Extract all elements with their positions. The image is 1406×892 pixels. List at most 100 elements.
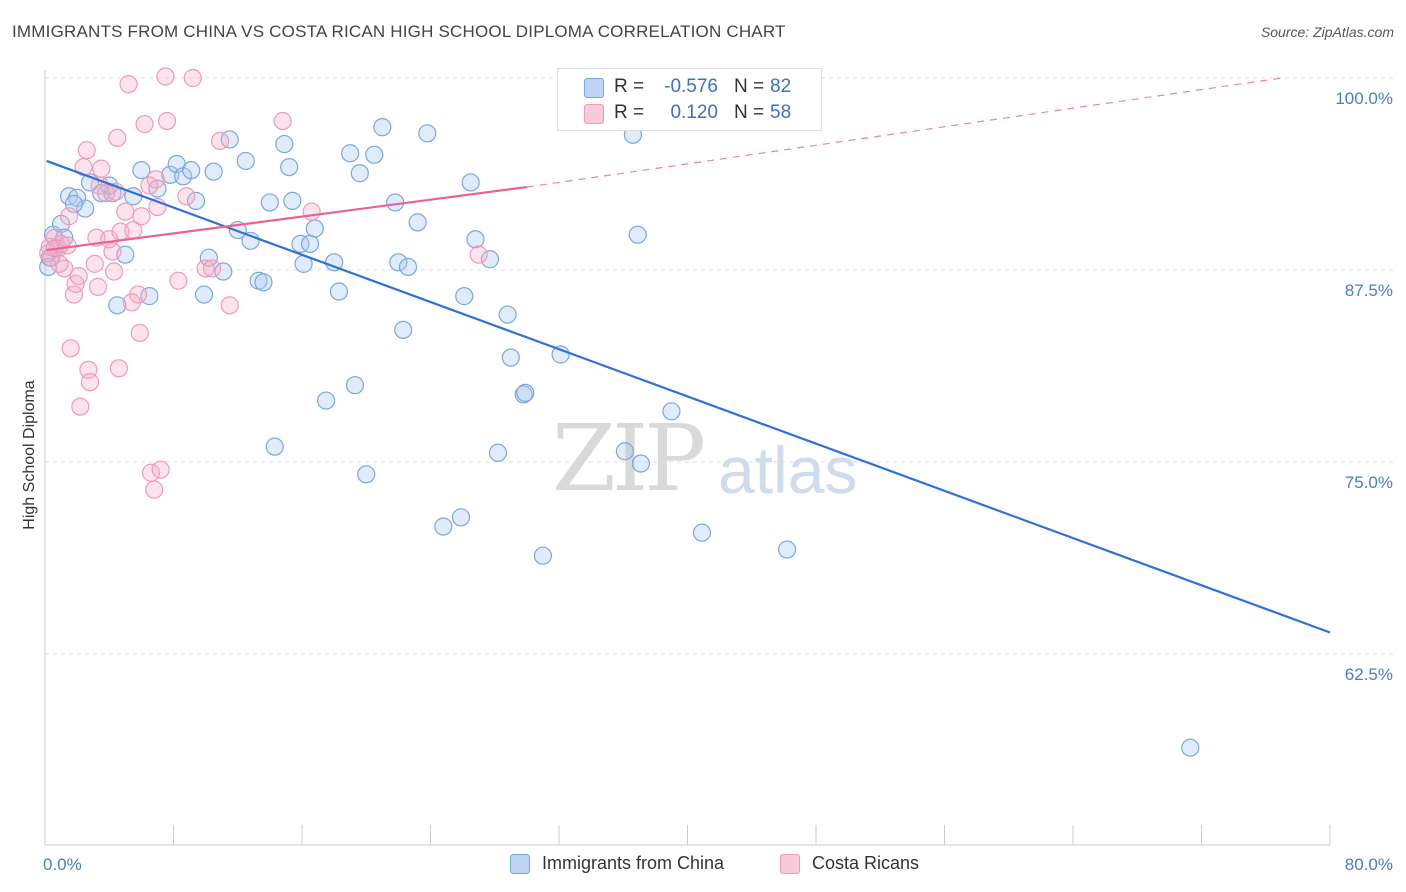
costa-rica-point (183, 68, 202, 88)
y-tick-label: 87.5% (1345, 281, 1393, 300)
data-points (39, 67, 1200, 757)
china-point (186, 191, 206, 210)
costa-rica-point (130, 323, 149, 343)
china-point (365, 145, 384, 164)
costa-rica-point (108, 128, 127, 148)
china-point (1181, 738, 1200, 757)
y-tick-label: 100.0% (1335, 89, 1393, 108)
costa-rica-point (273, 111, 292, 131)
costa-rica-point (61, 339, 80, 358)
china-point (631, 454, 651, 473)
china-point (389, 253, 408, 272)
y-tick-label: 62.5% (1345, 665, 1393, 684)
china-point (398, 257, 418, 277)
costa-rica-trend-extension (526, 77, 1282, 188)
costa-rica-point (50, 254, 69, 273)
costa-rica-point (69, 267, 88, 286)
legend-n-label: N = (734, 76, 765, 97)
china-point (236, 151, 255, 171)
china-point (194, 285, 214, 304)
costa-rica-point (122, 293, 141, 312)
china-point (533, 546, 553, 565)
legend-n-label: N = (734, 102, 765, 123)
costa-rica-point (80, 373, 100, 392)
china-point (291, 234, 310, 253)
china-point (662, 402, 681, 421)
china-point (265, 437, 284, 456)
tick-labels: 62.5% 75.0% 87.5% 100.0% 0.0% 80.0% (43, 89, 1393, 874)
costa-rica-point (210, 131, 230, 151)
china-point (260, 193, 279, 212)
legend-r-value-costa-rica: 0.120 (670, 102, 718, 123)
china-point (408, 213, 427, 232)
costa-rica-point (145, 480, 164, 499)
costa-rica-point (40, 237, 59, 257)
china-point (182, 161, 201, 180)
trend-lines (46, 77, 1331, 634)
china-point (275, 134, 294, 154)
china-point (777, 540, 797, 559)
china-point (498, 305, 517, 324)
costa-rica-point (135, 114, 154, 134)
costa-rica-point (302, 202, 321, 221)
chart-title: IMMIGRANTS FROM CHINA VS COSTA RICAN HIG… (12, 22, 786, 41)
costa-rica-point (88, 277, 108, 296)
china-point (254, 273, 273, 292)
legend-row-china: R = -0.576 N = 82 (558, 75, 821, 101)
source-label: Source: ZipAtlas.com (1260, 24, 1394, 40)
china-point (108, 296, 127, 315)
costa-rica-legend-label: Costa Ricans (812, 853, 920, 873)
y-tick-label: 75.0% (1345, 473, 1393, 492)
china-point (373, 118, 392, 137)
stats-legend: R = -0.576 N = 82 R = 0.120 N = 58 (557, 68, 822, 131)
china-point (280, 157, 299, 177)
legend-r-value-china: -0.576 (664, 76, 718, 97)
china-legend-label: Immigrants from China (542, 853, 725, 873)
china-point (345, 376, 365, 395)
china-point (386, 193, 405, 212)
costa-rica-point (103, 242, 122, 261)
china-point (199, 248, 218, 267)
costa-rica-point (59, 207, 79, 226)
costa-rica-point (196, 259, 215, 278)
china-point (132, 161, 151, 180)
watermark-atlas: atlas (718, 433, 858, 507)
china-point (466, 230, 485, 249)
china-point (418, 124, 437, 143)
china-point (434, 517, 453, 536)
china-point (316, 391, 336, 410)
costa-rica-point (151, 460, 170, 479)
costa-rica-point (92, 159, 111, 178)
china-point (214, 262, 233, 281)
china-point (394, 320, 413, 340)
china-point (501, 348, 520, 367)
china-point (357, 465, 376, 484)
china-point (516, 383, 535, 402)
costa-rica-point (104, 262, 124, 281)
legend-r-label: R = (614, 102, 645, 123)
legend-n-value-china: 82 (770, 76, 792, 97)
costa-rica-point (119, 75, 138, 94)
costa-rica-point (146, 170, 165, 189)
legend-r-label: R = (614, 76, 645, 97)
china-trend-line (46, 159, 1331, 634)
costa-rica-point (469, 245, 488, 264)
china-point (305, 219, 324, 238)
legend-row-costa-rica: R = 0.120 N = 58 (558, 101, 821, 127)
costa-rica-trend-line (46, 185, 528, 252)
china-point (615, 442, 634, 461)
x-tick-label-max: 80.0% (1345, 855, 1393, 874)
china-point (329, 282, 349, 301)
china-point (204, 162, 223, 181)
costa-rica-point (169, 271, 188, 290)
china-point (341, 144, 360, 163)
china-point (461, 173, 480, 192)
china-point (451, 508, 471, 527)
china-point (283, 191, 302, 210)
china-point (488, 443, 508, 462)
china-point (76, 199, 95, 218)
costa-rica-point (71, 397, 90, 416)
china-swatch-icon (584, 78, 604, 98)
costa-rica-point (177, 187, 196, 206)
